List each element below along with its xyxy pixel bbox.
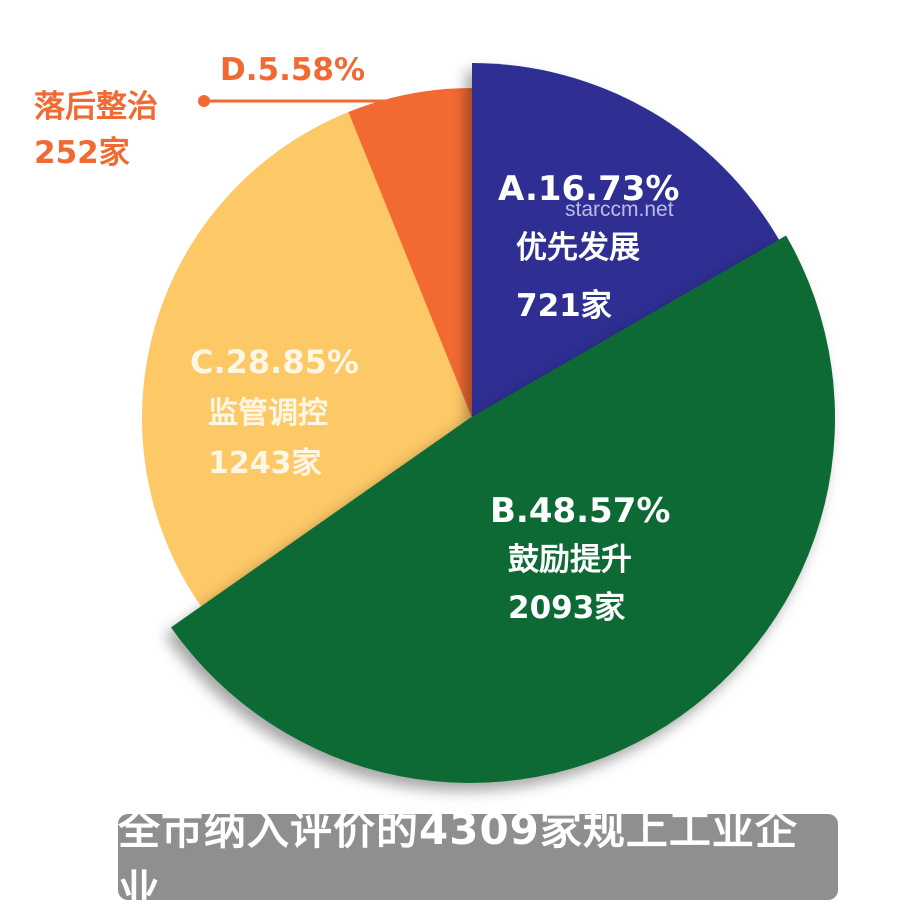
slice-name-label: 优先发展 bbox=[516, 230, 640, 266]
slice-count-label: 2093家 bbox=[508, 590, 625, 626]
slice-b-encourage-improvement bbox=[171, 235, 835, 783]
slice-count-label: 721家 bbox=[516, 288, 612, 324]
slice-d-rectification bbox=[348, 88, 472, 418]
slice-code-label: B.48.57% bbox=[490, 491, 670, 531]
slice-count-label: 1243家 bbox=[208, 446, 322, 481]
slice-count-label: 252家 bbox=[34, 135, 130, 171]
slice-code-label: C.28.85% bbox=[190, 343, 359, 381]
callout-line bbox=[204, 99, 420, 131]
slice-name-label: 监管调控 bbox=[208, 396, 328, 431]
slice-name-label: 鼓励提升 bbox=[508, 542, 632, 578]
callout-dot bbox=[198, 95, 210, 107]
slice-a-priority-development bbox=[472, 63, 780, 418]
caption-banner: 全市纳入评价的4309家规上工业企业 bbox=[118, 805, 838, 915]
watermark-text: starccm.net bbox=[565, 198, 674, 221]
slice-code-label: A.16.73% bbox=[498, 169, 679, 209]
slice-name-label: 落后整治 bbox=[34, 89, 158, 125]
slice-c-supervision-regulation bbox=[142, 112, 472, 608]
slice-code-label: D.5.58% bbox=[220, 52, 365, 88]
